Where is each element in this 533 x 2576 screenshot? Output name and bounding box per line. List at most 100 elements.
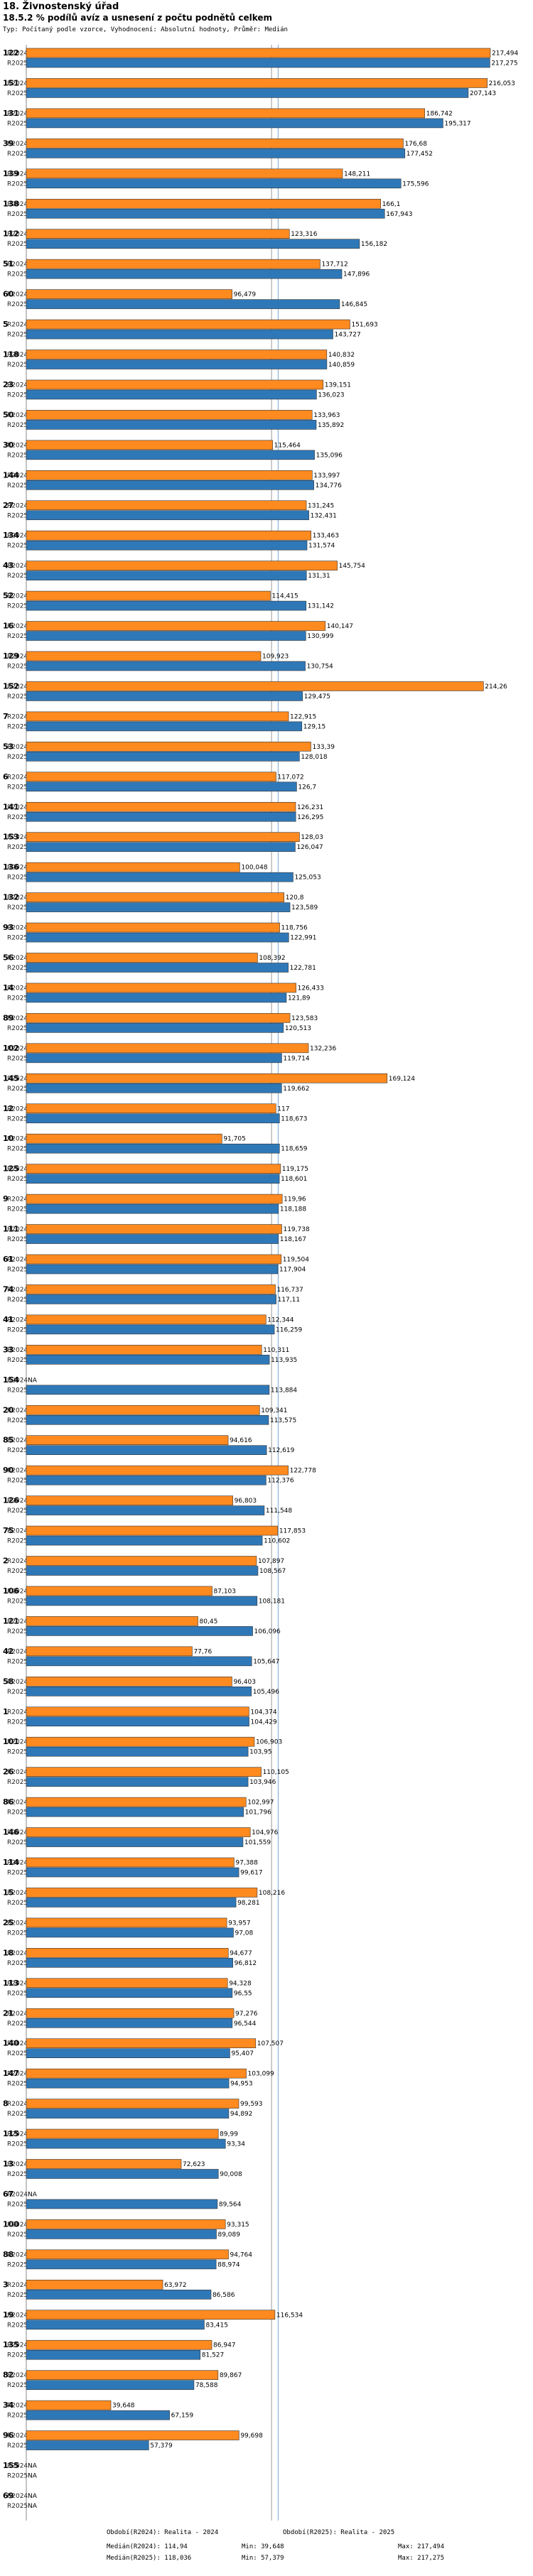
bar-r2025 — [26, 2380, 195, 2390]
value-label-r2024: 77,76 — [193, 1648, 212, 1655]
value-label-r2025: 83,415 — [205, 2322, 228, 2329]
bar-r2024 — [26, 1164, 281, 1174]
category-label: 96 — [3, 2431, 14, 2440]
bar-r2025 — [26, 58, 490, 68]
value-label-r2024: 107,897 — [258, 1558, 284, 1565]
na-label-r2024: NA — [28, 2463, 38, 2470]
value-label-r2024: 94,616 — [230, 1437, 252, 1444]
value-label-r2024: 109,923 — [262, 654, 289, 661]
value-label-r2024: 110,105 — [263, 1769, 289, 1776]
series-label-r2025: R2025 — [7, 1146, 28, 1153]
value-label-r2025: 105,496 — [253, 1689, 279, 1696]
value-label-r2025: 99,617 — [240, 1870, 263, 1877]
value-label-r2024: 131,245 — [308, 502, 334, 509]
value-label-r2025: 96,812 — [235, 1960, 257, 1967]
value-label-r2024: 115,464 — [274, 442, 301, 449]
category-label: 138 — [3, 199, 19, 208]
value-label-r2025: 122,781 — [290, 965, 316, 972]
bar-r2025 — [26, 721, 303, 732]
category-label: 126 — [3, 1496, 19, 1505]
bar-r2024 — [26, 1465, 289, 1476]
bar-r2025 — [26, 2259, 217, 2270]
value-label-r2024: 80,45 — [200, 1618, 218, 1625]
category-label: 8 — [3, 2099, 9, 2109]
value-label-r2024: 122,915 — [290, 713, 316, 720]
bar-r2025 — [26, 1716, 249, 1727]
bar-r2025 — [26, 2410, 170, 2420]
value-label-r2025: 129,475 — [304, 693, 330, 700]
bar-r2024 — [26, 1767, 262, 1777]
bar-r2025 — [26, 1143, 280, 1154]
bar-r2025 — [26, 450, 315, 460]
value-label-r2025: 112,376 — [267, 1478, 294, 1485]
series-label-r2025: R2025 — [7, 271, 28, 278]
bar-r2025 — [26, 2290, 212, 2300]
value-label-r2024: 89,867 — [220, 2372, 242, 2379]
value-label-r2025: 57,379 — [150, 2442, 173, 2450]
category-label: 7 — [3, 712, 9, 721]
series-label-r2024: R2024 — [7, 502, 28, 509]
series-label-r2025: R2025 — [7, 90, 28, 97]
value-label-r2024: 214,26 — [485, 683, 507, 691]
bar-r2025 — [26, 2229, 217, 2239]
legend-max-2025: Max: 217,275 — [398, 2554, 445, 2562]
bar-r2024 — [26, 2339, 212, 2350]
series-label-r2024: R2024 — [7, 2463, 28, 2470]
series-label-r2025: R2025 — [7, 1417, 28, 1424]
category-label: 56 — [3, 953, 14, 963]
series-label-r2024: R2024 — [7, 171, 28, 178]
value-label-r2024: 133,963 — [313, 412, 340, 419]
bar-r2025 — [26, 1445, 267, 1455]
bar-r2024 — [26, 48, 491, 58]
value-label-r2024: 96,803 — [235, 1498, 257, 1505]
series-label-r2024: R2024 — [7, 2040, 28, 2047]
category-label: 42 — [3, 1647, 14, 1656]
series-label-r2024: R2024 — [7, 804, 28, 811]
category-label: 43 — [3, 561, 14, 570]
category-label: 106 — [3, 1586, 19, 1596]
series-label-r2024: R2024 — [7, 231, 28, 238]
page-title: 18. Živnostenský úřad — [3, 1, 119, 12]
bar-r2025 — [26, 902, 291, 912]
value-label-r2024: 110,311 — [263, 1347, 289, 1354]
series-label-r2025: R2025 — [7, 2020, 28, 2028]
value-label-r2024: 99,698 — [240, 2432, 263, 2440]
series-label-r2025: R2025 — [7, 1508, 28, 1515]
series-label-r2025: R2025 — [7, 2352, 28, 2359]
series-label-r2025: R2025 — [7, 814, 28, 821]
value-label-r2025: 156,182 — [361, 241, 387, 248]
value-label-r2024: 119,175 — [282, 1166, 308, 1173]
series-label-r2024: R2024 — [7, 1045, 28, 1052]
bar-r2024 — [26, 1736, 255, 1747]
value-label-r2025: 118,659 — [281, 1146, 307, 1153]
series-label-r2025: R2025 — [7, 1839, 28, 1846]
category-label: 85 — [3, 1436, 14, 1445]
bar-r2024 — [26, 500, 307, 511]
value-label-r2025: 207,143 — [470, 90, 496, 97]
series-label-r2024: R2024 — [7, 1437, 28, 1444]
bar-r2025 — [26, 420, 317, 430]
bar-r2024 — [26, 1103, 276, 1114]
value-label-r2024: 107,507 — [257, 2040, 284, 2047]
bar-r2024 — [26, 922, 280, 933]
value-label-r2025: 129,15 — [303, 723, 326, 730]
value-label-r2024: 96,479 — [234, 291, 257, 298]
category-label: 122 — [3, 48, 19, 58]
bar-r2025 — [26, 510, 309, 521]
bar-r2025 — [26, 1414, 269, 1425]
category-label: 141 — [3, 802, 19, 811]
series-label-r2024: R2024 — [7, 683, 28, 691]
series-label-r2025: R2025 — [7, 2141, 28, 2148]
bar-r2024 — [26, 1224, 282, 1234]
bar-r2025 — [26, 2138, 226, 2149]
series-label-r2025: R2025 — [7, 1779, 28, 1786]
value-label-r2025: 118,673 — [281, 1115, 307, 1122]
category-label: 139 — [3, 169, 19, 178]
value-label-r2025: 103,95 — [249, 1749, 272, 1756]
value-label-r2025: 119,714 — [283, 1055, 309, 1062]
bar-r2024 — [26, 2370, 219, 2380]
series-label-r2024: R2024 — [7, 80, 28, 87]
value-label-r2024: 117,853 — [279, 1528, 306, 1535]
series-label-r2024: R2024 — [7, 472, 28, 480]
value-label-r2025: 132,431 — [311, 512, 337, 519]
